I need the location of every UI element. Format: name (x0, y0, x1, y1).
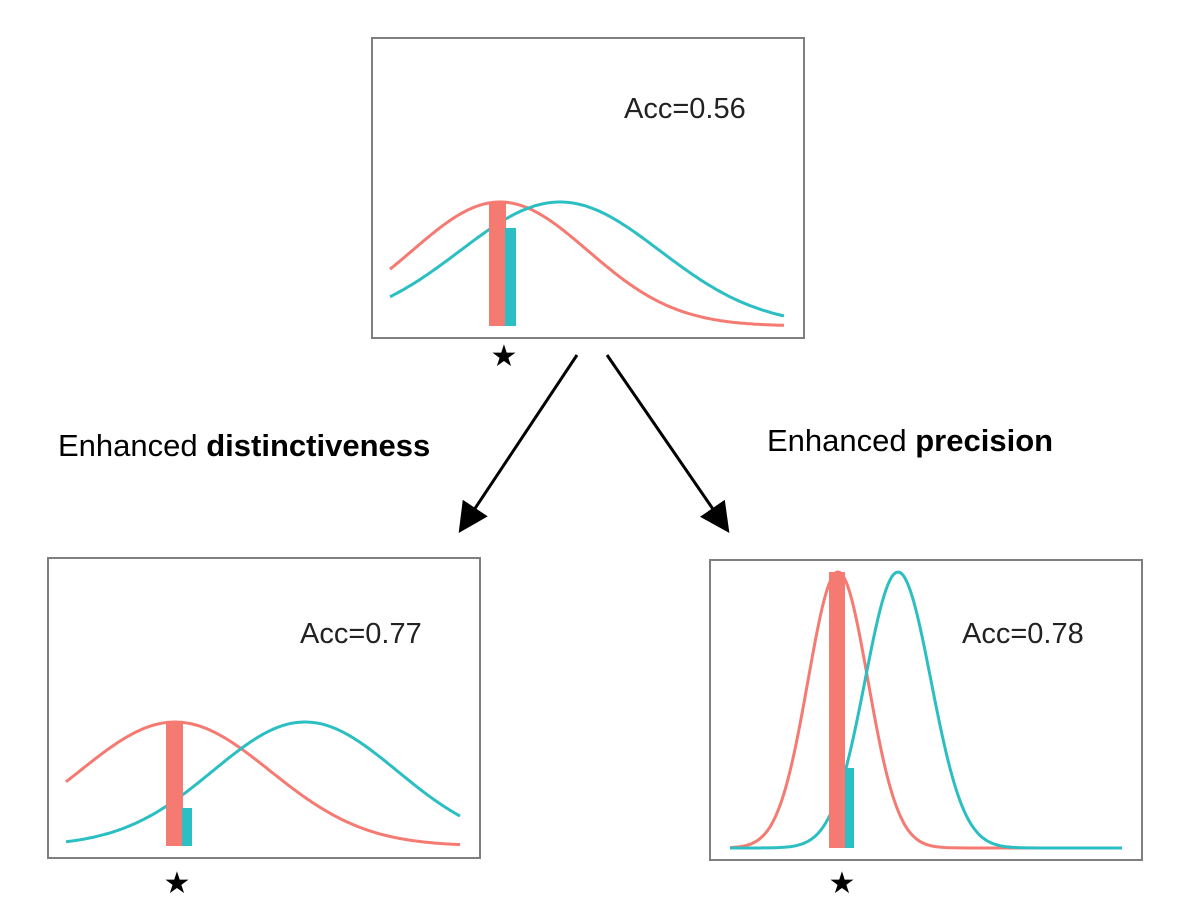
panel-bottom-left-teal-curve (65, 720, 461, 844)
panel-bottom-right-red-bar (829, 572, 845, 848)
branch-left-emphasis: distinctiveness (206, 428, 431, 463)
panel-bottom-right-teal-bar (845, 768, 854, 848)
arrow-to-precision (605, 354, 730, 533)
panel-bottom-left-accuracy: Acc=0.77 (300, 618, 422, 650)
branch-label-distinctiveness: Enhanced distinctiveness (58, 430, 430, 461)
panel-top-red-curve (389, 200, 784, 327)
panel-bottom-left-red-bar (166, 722, 183, 846)
branch-right-prefix: Enhanced (767, 423, 907, 458)
branch-label-precision: Enhanced precision (767, 425, 1053, 456)
panel-bottom-right-star-icon: ★ (829, 866, 856, 901)
arrow-to-distinctiveness (458, 354, 579, 533)
panel-bottom-right-frame (709, 559, 1143, 861)
panel-bottom-left: Acc=0.77 ★ (47, 557, 481, 901)
panel-top-teal-curve (389, 200, 785, 318)
panel-top-accuracy: Acc=0.56 (624, 93, 746, 125)
branch-left-prefix: Enhanced (58, 428, 198, 463)
panel-top-frame (371, 37, 805, 339)
panel-bottom-right-accuracy: Acc=0.78 (962, 618, 1084, 650)
panel-bottom-left-teal-bar (182, 808, 192, 846)
panel-top: Acc=0.56 ★ (371, 37, 805, 374)
panel-top-teal-bar (505, 228, 516, 326)
panel-bottom-right-teal-curve (730, 570, 1122, 850)
panel-top-star-icon: ★ (491, 339, 518, 374)
branch-right-emphasis: precision (915, 423, 1054, 458)
panel-bottom-left-star-icon: ★ (164, 866, 191, 901)
panel-bottom-left-red-curve (65, 720, 461, 847)
panel-top-red-bar (489, 202, 506, 326)
panel-bottom-right: Acc=0.78 ★ (709, 559, 1143, 901)
panel-bottom-left-frame (47, 557, 481, 859)
